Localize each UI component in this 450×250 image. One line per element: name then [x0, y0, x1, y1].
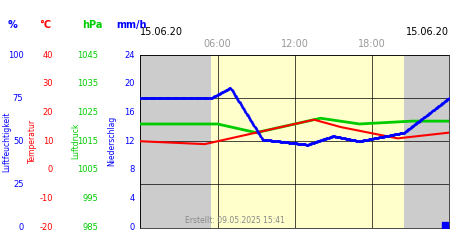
Text: Luftdruck: Luftdruck: [71, 123, 80, 160]
Text: 50: 50: [13, 137, 23, 146]
Text: 12:00: 12:00: [281, 39, 309, 49]
Text: 18:00: 18:00: [358, 39, 386, 49]
Text: 10: 10: [43, 137, 53, 146]
Text: °C: °C: [40, 20, 52, 30]
Text: -20: -20: [40, 223, 53, 232]
Text: 1005: 1005: [77, 166, 98, 174]
Text: Erstellt: 09.05.2025 15:41: Erstellt: 09.05.2025 15:41: [185, 216, 285, 225]
Text: 985: 985: [82, 223, 98, 232]
Text: 30: 30: [42, 79, 53, 88]
Text: 75: 75: [13, 94, 23, 102]
Text: hPa: hPa: [82, 20, 103, 30]
Text: 995: 995: [82, 194, 98, 203]
Text: 40: 40: [43, 50, 53, 59]
Text: 20: 20: [43, 108, 53, 117]
Text: 0: 0: [18, 223, 23, 232]
Text: 1015: 1015: [77, 137, 98, 146]
Text: 0: 0: [130, 223, 135, 232]
Bar: [404, 55, 449, 228]
Text: -10: -10: [40, 194, 53, 203]
Text: 15.06.20: 15.06.20: [406, 28, 449, 38]
Text: 1035: 1035: [77, 79, 98, 88]
Text: 24: 24: [125, 50, 135, 59]
Text: 12: 12: [125, 137, 135, 146]
Bar: [140, 55, 211, 228]
Text: %: %: [8, 20, 18, 30]
Text: 06:00: 06:00: [204, 39, 231, 49]
Text: 100: 100: [8, 50, 23, 59]
Text: mm/h: mm/h: [116, 20, 147, 30]
Bar: [211, 55, 404, 228]
Text: 1025: 1025: [77, 108, 98, 117]
Text: 25: 25: [13, 180, 23, 189]
Text: 0: 0: [48, 166, 53, 174]
Text: 1045: 1045: [77, 50, 98, 59]
Text: Temperatur: Temperatur: [28, 119, 37, 163]
Text: 20: 20: [125, 79, 135, 88]
Text: 4: 4: [130, 194, 135, 203]
Text: 15.06.20: 15.06.20: [140, 28, 184, 38]
Text: 16: 16: [124, 108, 135, 117]
Text: Niederschlag: Niederschlag: [107, 116, 116, 166]
Text: Luftfeuchtigkeit: Luftfeuchtigkeit: [2, 111, 11, 172]
Text: 8: 8: [130, 166, 135, 174]
